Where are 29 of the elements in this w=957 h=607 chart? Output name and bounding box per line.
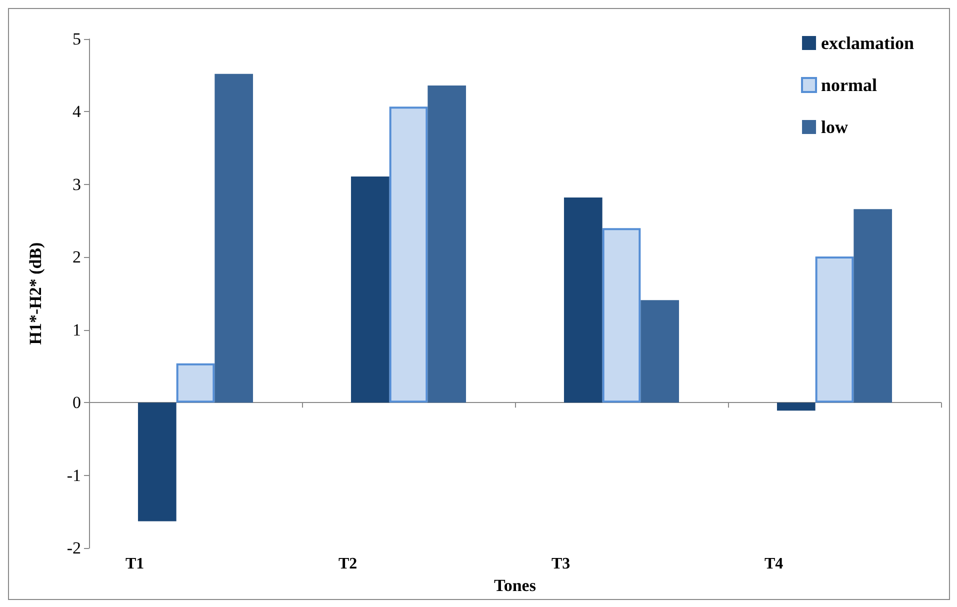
bar: [854, 209, 892, 403]
legend-label: normal: [821, 75, 878, 95]
bar: [640, 300, 680, 403]
x-tick-label: T1: [126, 556, 144, 573]
x-axis-title: Tones: [494, 576, 536, 595]
y-tick-label: 5: [72, 30, 81, 48]
bar: [350, 176, 390, 403]
bar: [815, 256, 854, 403]
bar: [138, 402, 176, 522]
bar: [389, 106, 428, 403]
y-tick-label: 4: [72, 102, 82, 122]
bar: [214, 74, 254, 403]
bar: [602, 228, 641, 403]
y-tick-label: -2: [66, 538, 81, 558]
y-axis-title: H1*-H2* (dB): [26, 242, 45, 345]
y-tick-label: 1: [72, 320, 81, 340]
legend-label: low: [821, 117, 848, 137]
y-tick-label: 0: [72, 393, 81, 412]
bar: [564, 198, 602, 403]
y-tick-label: -1: [66, 466, 81, 485]
x-tick-label: T4: [764, 556, 784, 573]
bar: [428, 86, 466, 403]
bar: [176, 363, 215, 403]
legend-label: exclamation: [821, 33, 914, 53]
x-tick-label: T3: [552, 556, 570, 573]
y-tick-label: 3: [72, 174, 81, 194]
y-tick-label: 2: [72, 248, 81, 267]
x-tick-label: T2: [338, 556, 358, 573]
bar: [776, 402, 816, 411]
